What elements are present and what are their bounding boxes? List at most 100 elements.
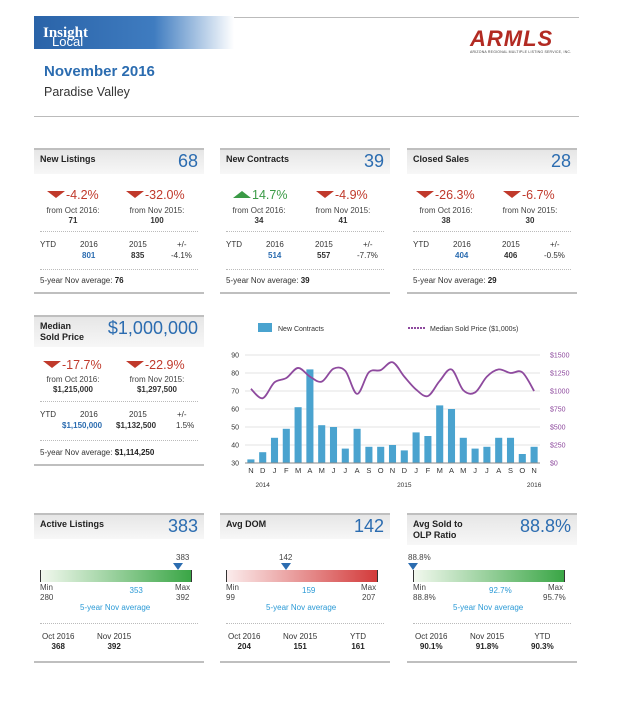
change-nov: -4.9% [316, 188, 368, 202]
x-tick-month: F [426, 466, 431, 475]
card-title: Closed Sales [413, 154, 470, 164]
divider [40, 440, 198, 441]
bottom-oct: Oct 2016 204 [228, 632, 260, 652]
bar-new-contracts [294, 407, 302, 463]
x-tick-month: O [519, 466, 525, 475]
from-oct-value: 34 [254, 216, 264, 225]
from-nov-value: 41 [338, 216, 348, 225]
from-nov: from Nov 2015: 100 [122, 206, 192, 226]
logo-tagline: ARIZONA REGIONAL MULTIPLE LISTING SERVIC… [470, 50, 572, 54]
bar-new-contracts [483, 446, 491, 463]
change-oct: -4.2% [47, 188, 99, 202]
title-line-1: Avg Sold to [413, 519, 463, 529]
ytd-pm: +/- [550, 240, 560, 249]
x-tick-month: D [402, 466, 408, 475]
ytd-value-2: 406 [504, 251, 518, 260]
gauge-min-value: 280 [40, 593, 54, 602]
from-nov-label: from Nov 2015: [502, 206, 558, 215]
divider [226, 623, 384, 624]
card-title-band [407, 515, 577, 545]
y-right-tick: $1250 [550, 371, 570, 378]
ytd-year-2: 2015 [129, 240, 147, 249]
card-value: $1,000,000 [107, 318, 198, 338]
change-nov-value: -32.0% [145, 188, 185, 202]
up-arrow-icon [233, 191, 251, 198]
card-title: New Listings [40, 154, 96, 164]
trend-chart: New Contracts Median Sold Price ($1,000s)… [231, 323, 570, 489]
card-value: 142 [353, 516, 384, 536]
title-line-2: OLP Ratio [413, 530, 457, 540]
bottom-oct-label: Oct 2016 [228, 632, 261, 641]
x-tick-month: A [307, 466, 312, 475]
new-listings-card: New Listings 68 -4.2% -32.0% from Oct 20… [34, 148, 204, 294]
gauge-min-label: Min [226, 583, 239, 592]
ytd-value-2: 835 [131, 251, 145, 260]
x-tick-month: M [460, 466, 466, 475]
ytd-year-2: 2015 [315, 240, 333, 249]
card-title: Avg Sold to OLP Ratio [413, 519, 463, 541]
change-oct: -26.3% [416, 188, 475, 202]
divider [413, 623, 571, 624]
divider [40, 401, 198, 402]
from-nov-value: $1,297,500 [136, 385, 178, 394]
x-tick-month: O [378, 466, 384, 475]
bottom-ytd-label: YTD [350, 632, 366, 641]
card-title-band [34, 150, 204, 174]
ytd-pm-value: -7.7% [357, 251, 378, 260]
down-arrow-icon [316, 191, 334, 198]
header-rule [34, 116, 579, 117]
bar-new-contracts [318, 425, 326, 463]
from-oct: from Oct 2016: 71 [38, 206, 108, 226]
ytd-label: YTD [40, 240, 56, 249]
card-value: 28 [550, 151, 571, 171]
bottom-oct-label: Oct 2016 [415, 632, 448, 641]
bar-new-contracts [306, 369, 314, 463]
five-year-avg: 5-year Nov average: 76 [40, 276, 124, 285]
from-oct-label: from Oct 2016: [46, 206, 100, 215]
bar-new-contracts [247, 459, 255, 463]
card-title-band [220, 515, 390, 539]
bar-new-contracts [388, 445, 397, 463]
bottom-nov-value: 392 [107, 642, 121, 651]
gauge-marker-icon [281, 563, 291, 570]
card-title-band [220, 150, 390, 174]
gauge-max-label: Max [548, 583, 564, 592]
title-line-2: Sold Price [40, 332, 85, 342]
card-value: 383 [167, 516, 198, 536]
bar-new-contracts [412, 432, 420, 463]
divider [40, 623, 198, 624]
change-oct: 14.7% [233, 188, 287, 202]
ytd-year-1: 2016 [80, 410, 98, 419]
ytd-year-1: 2016 [266, 240, 284, 249]
bottom-ytd-value: 161 [351, 642, 365, 651]
gauge-avg-value: 159 [302, 586, 316, 595]
five-year-avg: 5-year Nov average: $1,114,250 [40, 448, 154, 457]
y-right-tick: $1000 [550, 389, 570, 396]
from-oct-label: from Oct 2016: [232, 206, 286, 215]
ytd-pm-value: 1.5% [176, 421, 195, 430]
bottom-nov-label: Nov 2015 [97, 632, 132, 641]
y-right-tick: $250 [550, 443, 566, 450]
bottom-nov-value: 151 [293, 642, 307, 651]
card-title-band [407, 150, 577, 174]
gauge-min-value: 99 [226, 593, 235, 602]
gauge-bar [413, 570, 565, 582]
gauge-marker-icon [408, 563, 418, 570]
gauge-marker-icon [173, 563, 183, 570]
gauge-avg-value: 353 [129, 586, 143, 595]
bar-new-contracts [400, 450, 408, 463]
down-arrow-icon [43, 361, 61, 368]
from-nov: from Nov 2015: $1,297,500 [122, 375, 192, 395]
change-nov: -6.7% [503, 188, 555, 202]
x-tick-month: S [366, 466, 371, 475]
avg-value: 29 [487, 276, 497, 285]
from-nov-label: from Nov 2015: [129, 206, 185, 215]
logo-word: ARMLS [470, 26, 554, 51]
bar-new-contracts [365, 446, 373, 463]
ytd-value-1: 404 [455, 251, 469, 260]
five-year-avg: 5-year Nov average: 39 [226, 276, 310, 285]
x-tick-month: A [355, 466, 360, 475]
armls-logo: ARMLS ARIZONA REGIONAL MULTIPLE LISTING … [470, 28, 574, 56]
bottom-ytd-label: YTD [534, 632, 551, 641]
gauge-bar [40, 570, 192, 582]
